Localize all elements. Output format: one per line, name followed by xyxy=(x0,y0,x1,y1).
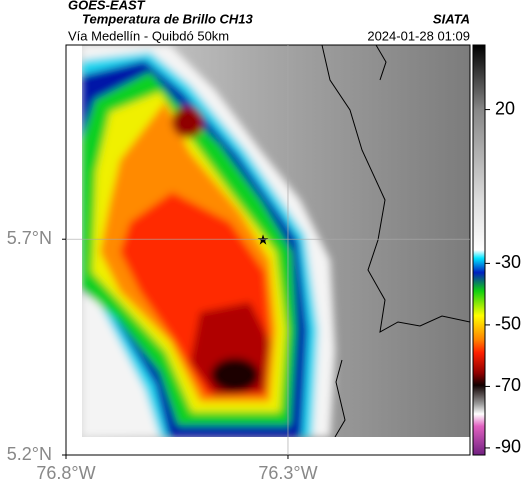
colorbar-tick-label: -30 xyxy=(495,252,521,272)
source: GOES-EAST xyxy=(68,0,146,12)
station-marker: ★ xyxy=(257,232,270,248)
y-tick-label: 5.7°N xyxy=(7,228,52,248)
y-tick-label: 5.2°N xyxy=(7,444,52,464)
x-tick-label: 76.3°W xyxy=(258,463,317,483)
timestamp: 2024-01-28 01:09 xyxy=(367,28,470,43)
satellite-image xyxy=(82,45,470,437)
colorbar-tick-label: -70 xyxy=(495,375,521,395)
colorbar xyxy=(472,44,486,456)
map-frame xyxy=(65,44,471,456)
title: Temperatura de Brillo CH13 xyxy=(82,11,254,26)
colorbar-tick-label: -90 xyxy=(495,437,521,457)
route: Vía Medellín - Quibdó 50km xyxy=(68,28,229,43)
colorbar-tick-label: -50 xyxy=(495,314,521,334)
x-tick-label: 76.8°W xyxy=(36,463,95,483)
colorbar-tick-label: 20 xyxy=(495,98,515,118)
credit: SIATA xyxy=(433,11,470,26)
